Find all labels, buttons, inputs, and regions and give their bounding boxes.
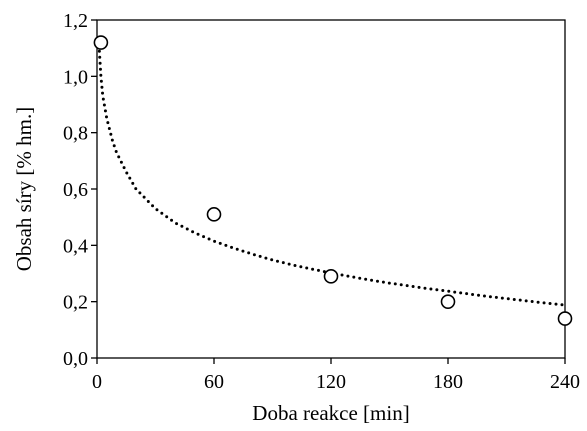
x-tick-label: 180 [433,371,463,393]
y-tick-label: 0,4 [63,235,88,257]
y-axis-ticks: 0,0 0,2 0,4 0,6 0,8 1,0 1,2 [63,10,97,370]
data-point [206,207,222,222]
trendline-layer [97,43,567,307]
plot-area [96,19,566,359]
x-tick-label: 60 [204,371,224,393]
y-tick-label: 0,6 [63,179,88,201]
x-axis-title: Doba reakce [min] [252,401,409,425]
data-points-layer [93,35,573,326]
plot-frame [96,19,566,359]
y-tick-label: 0,8 [63,123,88,145]
data-point [323,269,339,284]
y-tick-label: 1,2 [63,10,88,32]
x-axis-ticks: 0 60 120 180 240 [92,358,580,393]
x-tick-label: 120 [316,371,346,393]
y-tick-label: 1,0 [63,66,88,88]
x-tick-label: 0 [92,371,102,393]
trendline [97,43,567,307]
data-point [93,35,109,50]
x-tick-label: 240 [550,371,580,393]
data-point [557,311,573,326]
y-tick-label: 0,0 [63,348,88,370]
y-tick-label: 0,2 [63,292,88,314]
y-axis-title: Obsah síry [% hm.] [12,107,36,271]
data-point [440,294,456,309]
